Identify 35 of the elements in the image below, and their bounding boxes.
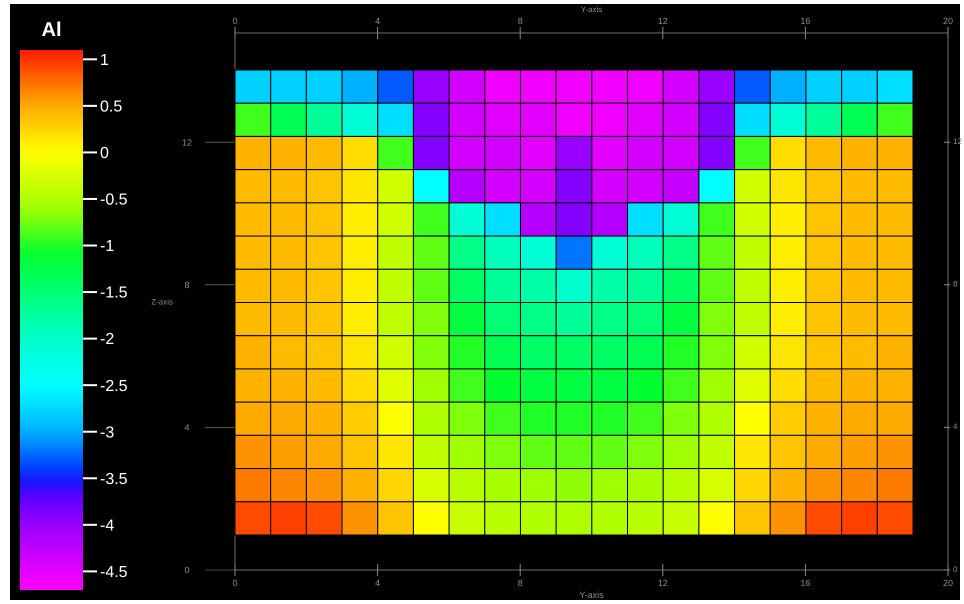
text: 16 <box>800 16 810 26</box>
text: 4 <box>375 16 380 26</box>
text: 4 <box>953 422 958 432</box>
text: Y-axis <box>579 590 604 600</box>
color-bar-label: 0 <box>100 145 109 162</box>
color-bar-label: -1.5 <box>100 284 128 302</box>
color-bar-label: -3.5 <box>100 470 128 488</box>
text: 8 <box>518 578 523 588</box>
color-bar-label: -0.5 <box>100 192 128 209</box>
text: 12 <box>182 137 192 148</box>
text: 12 <box>658 16 668 26</box>
color-bar-label: -4.5 <box>100 564 128 581</box>
text: Z-axis <box>151 297 173 306</box>
text: 4 <box>184 422 190 433</box>
text: 20 <box>942 16 954 26</box>
text: 8 <box>184 280 190 290</box>
text: 4 <box>375 578 380 588</box>
text: 0 <box>184 565 190 576</box>
text: 0 <box>232 578 238 588</box>
text: 8 <box>953 280 958 289</box>
text: 0 <box>232 16 238 26</box>
text: 16 <box>800 578 810 588</box>
color-bar-label: -2.5 <box>100 378 128 395</box>
color-bar-label: 1 <box>100 52 109 69</box>
color-bar-label: -4 <box>100 517 114 534</box>
text: 8 <box>518 16 523 26</box>
text: Y-axis <box>580 5 602 14</box>
text: 12 <box>658 578 668 588</box>
color-bar-label: -3 <box>100 424 114 442</box>
color-bar-label: -2 <box>100 331 114 348</box>
color-bar-label: 0.5 <box>100 98 122 116</box>
text: 20 <box>942 578 954 588</box>
color-bar-label: -1 <box>100 238 114 256</box>
color-bar-title: Al <box>42 19 62 41</box>
text: 0 <box>953 564 958 574</box>
